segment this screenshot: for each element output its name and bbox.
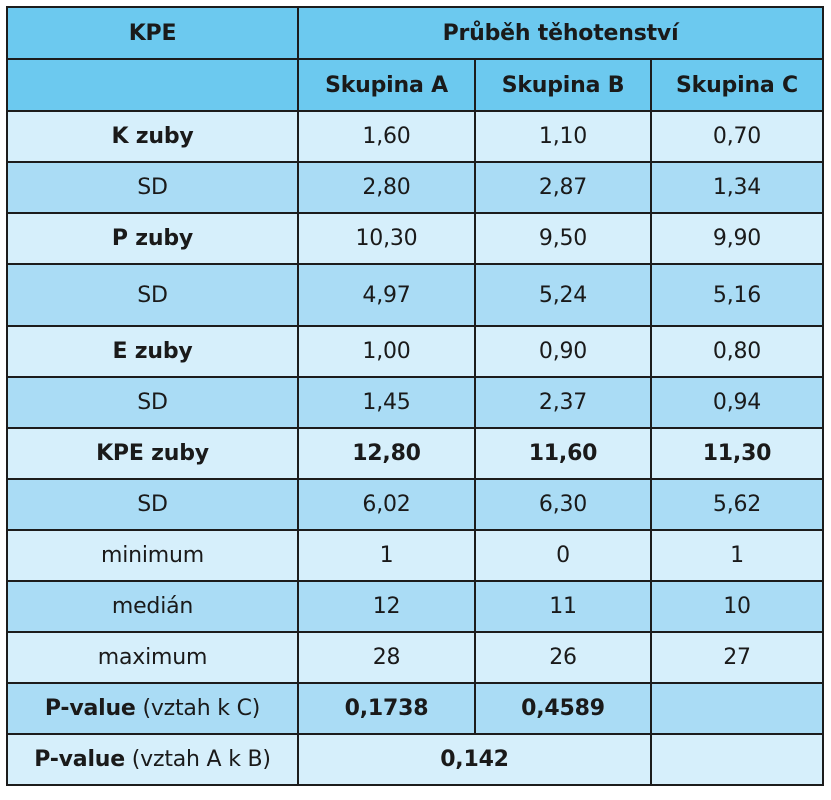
cell-b: 11 <box>474 580 652 633</box>
cell-b: 9,50 <box>474 212 652 265</box>
row-label: medián <box>6 580 299 633</box>
pvalue-ab-label: P-value (vztah A k B) <box>6 733 299 786</box>
cell-c: 0,70 <box>650 110 824 163</box>
row-label: K zuby <box>6 110 299 163</box>
pvalue-c-empty <box>650 682 824 735</box>
row-label: maximum <box>6 631 299 684</box>
row-label: minimum <box>6 529 299 582</box>
cell-b: 11,60 <box>474 427 652 480</box>
cell-c: 0,94 <box>650 376 824 429</box>
header-empty-cell <box>6 58 299 112</box>
table-row: KPE zuby 12,80 11,60 11,30 <box>6 427 824 480</box>
cell-c: 5,62 <box>650 478 824 531</box>
header-group-b: Skupina B <box>474 58 652 112</box>
cell-a: 1,60 <box>297 110 476 163</box>
cell-b: 0,90 <box>474 325 652 378</box>
row-label: SD <box>6 161 299 214</box>
pvalue-label-bold: P-value <box>34 747 125 772</box>
pvalue-c-a: 0,1738 <box>297 682 476 735</box>
cell-a: 12 <box>297 580 476 633</box>
cell-c: 5,16 <box>650 263 824 327</box>
table-row: E zuby 1,00 0,90 0,80 <box>6 325 824 378</box>
cell-b: 1,10 <box>474 110 652 163</box>
pvalue-ab-row: P-value (vztah A k B) 0,142 <box>6 733 824 786</box>
header-group-c: Skupina C <box>650 58 824 112</box>
row-label: P zuby <box>6 212 299 265</box>
header-kpe: KPE <box>6 6 299 60</box>
table-row: K zuby 1,60 1,10 0,70 <box>6 110 824 163</box>
cell-b: 2,37 <box>474 376 652 429</box>
table-row: SD 4,97 5,24 5,16 <box>6 263 824 327</box>
cell-c: 1 <box>650 529 824 582</box>
header-group-title: Průběh těhotenství <box>297 6 824 60</box>
table-row: maximum 28 26 27 <box>6 631 824 684</box>
row-label: E zuby <box>6 325 299 378</box>
pvalue-c-label: P-value (vztah k C) <box>6 682 299 735</box>
cell-a: 10,30 <box>297 212 476 265</box>
pvalue-ab-value: 0,142 <box>297 733 652 786</box>
pvalue-label-rest: (vztah A k B) <box>131 747 271 772</box>
table-row: P zuby 10,30 9,50 9,90 <box>6 212 824 265</box>
cell-a: 28 <box>297 631 476 684</box>
table-row: SD 2,80 2,87 1,34 <box>6 161 824 214</box>
cell-a: 6,02 <box>297 478 476 531</box>
cell-a: 1,00 <box>297 325 476 378</box>
cell-b: 6,30 <box>474 478 652 531</box>
cell-b: 26 <box>474 631 652 684</box>
pvalue-label-rest: (vztah k C) <box>142 696 261 721</box>
cell-a: 1 <box>297 529 476 582</box>
row-label: SD <box>6 478 299 531</box>
row-label: SD <box>6 263 299 327</box>
header-row-1: KPE Průběh těhotenství <box>6 6 824 60</box>
table-row: SD 1,45 2,37 0,94 <box>6 376 824 429</box>
header-row-2: Skupina A Skupina B Skupina C <box>6 58 824 112</box>
table-row: SD 6,02 6,30 5,62 <box>6 478 824 531</box>
cell-c: 11,30 <box>650 427 824 480</box>
kpe-table: KPE Průběh těhotenství Skupina A Skupina… <box>6 6 824 786</box>
pvalue-c-row: P-value (vztah k C) 0,1738 0,4589 <box>6 682 824 735</box>
cell-a: 12,80 <box>297 427 476 480</box>
table-row: medián 12 11 10 <box>6 580 824 633</box>
row-label: KPE zuby <box>6 427 299 480</box>
cell-c: 9,90 <box>650 212 824 265</box>
header-group-a: Skupina A <box>297 58 476 112</box>
cell-c: 0,80 <box>650 325 824 378</box>
cell-c: 27 <box>650 631 824 684</box>
cell-b: 5,24 <box>474 263 652 327</box>
cell-a: 1,45 <box>297 376 476 429</box>
row-label: SD <box>6 376 299 429</box>
pvalue-c-b: 0,4589 <box>474 682 652 735</box>
table-row: minimum 1 0 1 <box>6 529 824 582</box>
pvalue-ab-empty <box>650 733 824 786</box>
cell-b: 0 <box>474 529 652 582</box>
cell-a: 4,97 <box>297 263 476 327</box>
cell-c: 1,34 <box>650 161 824 214</box>
cell-c: 10 <box>650 580 824 633</box>
cell-a: 2,80 <box>297 161 476 214</box>
cell-b: 2,87 <box>474 161 652 214</box>
pvalue-label-bold: P-value <box>44 696 136 721</box>
